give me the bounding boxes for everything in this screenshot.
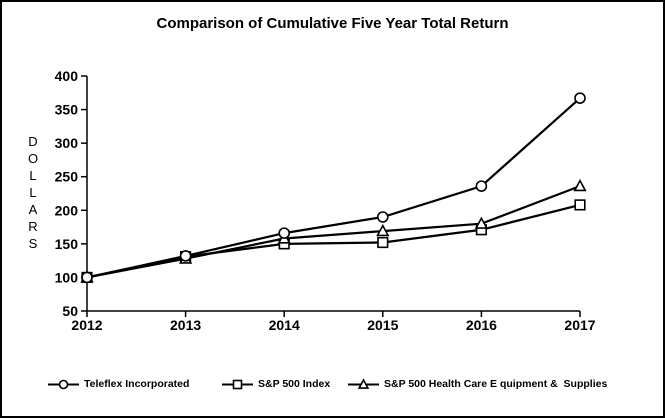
series-marker-circle — [376, 211, 389, 223]
series-marker-square — [574, 199, 586, 211]
x-tick-label: 2013 — [170, 317, 201, 333]
legend-item-teleflex-incorporated: Teleflex Incorporated — [47, 374, 189, 394]
y-tick-label: 200 — [55, 202, 79, 218]
series-marker-circle — [475, 180, 488, 192]
x-tick-label: 2014 — [269, 317, 300, 333]
series-line-triangle — [86, 185, 581, 279]
legend-marker-triangle — [357, 377, 370, 389]
y-tick-label: 400 — [55, 68, 79, 84]
y-axis-title-letter: L — [29, 185, 36, 200]
y-axis-title-letter: S — [29, 236, 38, 251]
x-tick-label: 2012 — [71, 317, 102, 333]
y-axis-title-letter: A — [29, 202, 38, 217]
series-marker-circle — [179, 250, 192, 262]
x-tick-label: 2017 — [564, 317, 595, 333]
y-axis-title-letter: L — [29, 168, 36, 183]
y-axis-title-letter: R — [28, 219, 37, 234]
legend-marker-square — [232, 379, 243, 389]
series-marker-triangle — [376, 223, 390, 237]
legend-square-marker-icon — [222, 379, 253, 389]
series-marker-triangle — [474, 216, 489, 229]
series-marker-circle — [278, 227, 291, 239]
y-axis-title-letter: D — [28, 134, 37, 149]
y-axis-title-letter: O — [28, 151, 38, 166]
y-tick-label: 350 — [55, 102, 79, 118]
legend-marker-circle — [58, 379, 69, 389]
legend-label-sp500-index: S&P 500 Index — [258, 378, 331, 390]
legend: Teleflex Incorporated S&P 500 Index S&P … — [2, 374, 663, 396]
series-marker-circle — [81, 271, 93, 284]
chart-title: Comparison of Cumulative Five Year Total… — [156, 15, 509, 32]
series-marker-triangle — [573, 178, 587, 192]
legend-item-sp500-index: S&P 500 Index — [221, 374, 330, 394]
plot-area: 50 100 150 200 250 300 350 400 2012 2013 2014 2015 2… — [28, 68, 596, 333]
x-tick-label: 2016 — [466, 317, 497, 333]
series-line-square — [86, 203, 581, 279]
series-marker-square — [377, 236, 389, 249]
series-line-circle — [86, 97, 581, 279]
y-tick-label: 300 — [55, 135, 79, 151]
legend-item-sp500-health-care-equipment-supplies: S&P 500 Health Care E quipment & Supplie… — [347, 374, 607, 394]
y-tick-label: 50 — [62, 303, 78, 319]
legend-circle-marker-icon — [48, 379, 79, 389]
legend-triangle-marker-icon — [348, 377, 379, 389]
series-marker-circle — [574, 92, 586, 104]
x-tick-label: 2015 — [367, 317, 398, 333]
y-tick-label: 100 — [55, 269, 79, 285]
legend-label-sp500-health-care-equipment-supplies: S&P 500 Health Care E quipment & Supplie… — [384, 378, 608, 390]
y-tick-label: 150 — [55, 236, 79, 252]
legend-label-teleflex-incorporated: Teleflex Incorporated — [84, 378, 190, 390]
y-tick-label: 250 — [55, 169, 79, 185]
